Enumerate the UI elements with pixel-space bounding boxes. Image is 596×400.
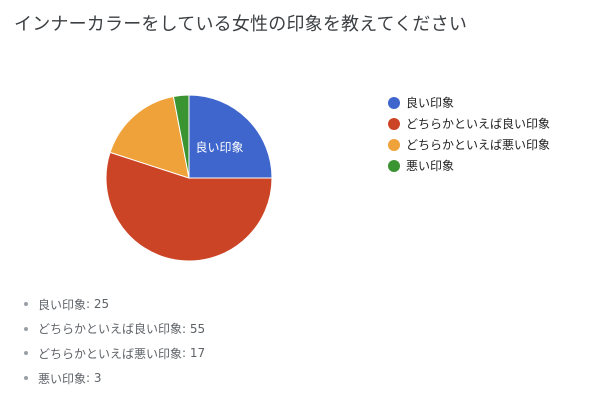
bullet-dot [24,302,28,307]
pie-slice-somewhat-bad[interactable] [109,95,190,179]
data-row-label: 良い印象 [38,297,87,312]
data-row-label: どちらかといえば悪い印象 [38,346,183,361]
data-row-value: 17 [189,346,206,361]
pie-slice-good[interactable] [188,94,273,179]
legend-swatch-bad [388,159,400,172]
data-row-somewhat-good: どちらかといえば良い印象: 55 [24,317,205,342]
data-row-separator: : [182,321,190,336]
data-row-bad: 悪い印象: 3 [24,366,205,391]
data-summary-list: 良い印象: 25 どちらかといえば良い印象: 55 どちらかといえば悪い印象: … [24,292,205,390]
data-row-separator: : [86,371,94,386]
legend-item-somewhat-bad[interactable]: どちらかといえば悪い印象 [388,134,550,155]
chart-legend: 良い印象 どちらかといえば良い印象 どちらかといえば悪い印象 悪い印象 [388,92,550,176]
data-row-value: 3 [93,371,102,386]
slice-label-good: 良い印象 [195,140,243,155]
legend-swatch-good [388,96,400,109]
data-row-label: どちらかといえば良い印象 [38,322,183,337]
bullet-dot [24,326,28,331]
data-row-value: 55 [189,321,206,336]
legend-swatch-somewhat-bad [388,138,400,151]
legend-item-bad[interactable]: 悪い印象 [388,155,550,176]
data-row-somewhat-bad: どちらかといえば悪い印象: 17 [24,341,205,366]
pie-slice-somewhat-good[interactable] [105,151,273,262]
chart-title: インナーカラーをしている女性の印象を教えてください [14,14,468,35]
data-row-value: 25 [93,297,110,312]
legend-item-good[interactable]: 良い印象 [388,92,550,113]
bullet-dot [24,376,28,381]
data-row-separator: : [182,346,190,361]
data-row-separator: : [86,297,94,312]
data-row-label: 悪い印象 [38,371,87,386]
legend-label-somewhat-good: どちらかといえば良い印象 [406,117,551,131]
bullet-dot [24,351,28,356]
legend-label-bad: 悪い印象 [406,159,455,173]
legend-label-somewhat-bad: どちらかといえば悪い印象 [406,138,551,152]
data-row-good: 良い印象: 25 [24,292,205,317]
legend-label-good: 良い印象 [406,96,455,110]
legend-item-somewhat-good[interactable]: どちらかといえば良い印象 [388,113,550,134]
pie-slice-bad[interactable] [172,94,190,179]
legend-swatch-somewhat-good [388,117,400,130]
